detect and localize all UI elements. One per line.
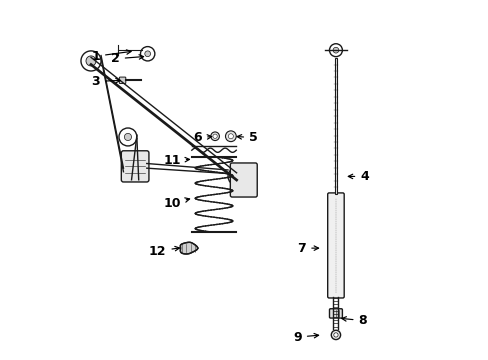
FancyBboxPatch shape <box>327 193 344 298</box>
Circle shape <box>210 132 219 140</box>
FancyBboxPatch shape <box>119 77 125 84</box>
Text: 1: 1 <box>91 50 131 63</box>
Circle shape <box>212 134 217 138</box>
FancyBboxPatch shape <box>121 151 149 182</box>
Text: 6: 6 <box>193 131 211 144</box>
Text: 8: 8 <box>341 314 366 327</box>
Text: 5: 5 <box>237 131 257 144</box>
Text: 3: 3 <box>91 75 120 88</box>
Circle shape <box>86 56 96 66</box>
Text: 2: 2 <box>111 52 143 65</box>
Bar <box>334 58 337 194</box>
Circle shape <box>119 128 137 146</box>
FancyBboxPatch shape <box>329 309 342 318</box>
Circle shape <box>329 44 342 57</box>
Circle shape <box>330 330 340 339</box>
Text: 7: 7 <box>297 242 318 255</box>
Text: 11: 11 <box>163 154 189 167</box>
Text: 10: 10 <box>163 197 189 210</box>
Circle shape <box>144 51 150 57</box>
Circle shape <box>140 46 155 61</box>
Circle shape <box>227 168 244 185</box>
Polygon shape <box>180 242 197 254</box>
Circle shape <box>225 131 236 141</box>
Circle shape <box>232 172 241 181</box>
Text: 9: 9 <box>293 330 318 343</box>
Text: 4: 4 <box>347 170 368 183</box>
Circle shape <box>333 333 337 337</box>
Circle shape <box>332 47 338 53</box>
Circle shape <box>228 134 233 139</box>
Circle shape <box>81 51 101 71</box>
Text: 12: 12 <box>149 244 179 257</box>
FancyBboxPatch shape <box>230 163 257 197</box>
Circle shape <box>124 134 131 140</box>
